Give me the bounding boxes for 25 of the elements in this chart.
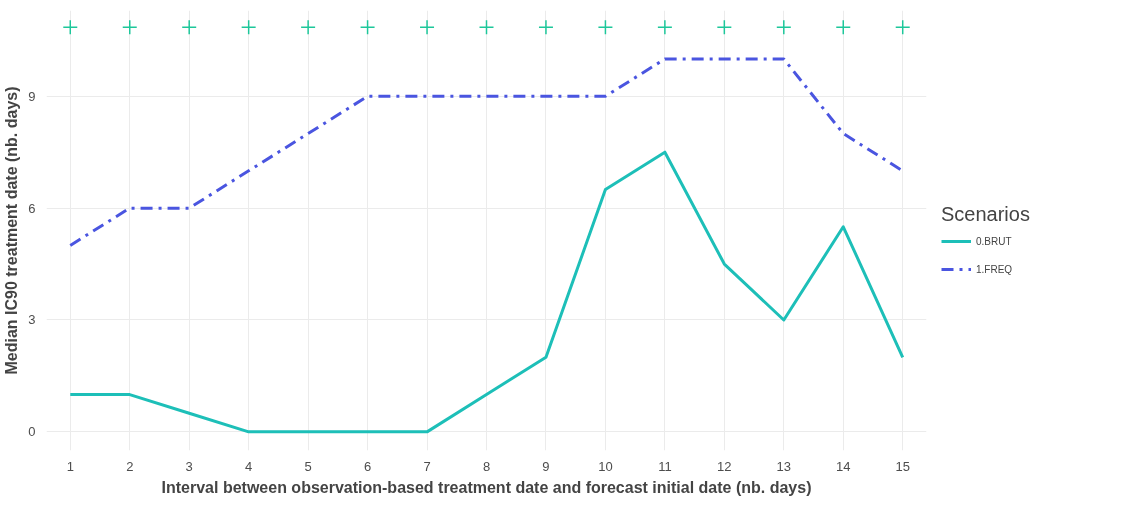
x-tick-label: 4 [245, 458, 253, 474]
x-tick-label: 13 [776, 458, 792, 474]
x-tick-label: 10 [598, 458, 613, 474]
x-tick-label: 1 [66, 458, 74, 474]
x-tick-label: 12 [717, 458, 732, 474]
legend-label: 0.BRUT [976, 235, 1012, 247]
x-tick-label: 8 [482, 458, 491, 474]
x-tick-label: 2 [126, 458, 134, 474]
x-tick-label: 6 [363, 458, 372, 474]
x-tick-label: 7 [423, 458, 431, 474]
y-tick-label: 9 [28, 88, 36, 104]
x-tick-label: 11 [658, 458, 672, 474]
x-tick-label: 14 [836, 458, 851, 474]
x-tick-label: 9 [542, 458, 550, 474]
x-tick-label: 5 [304, 458, 312, 474]
x-tick-label: 15 [895, 458, 910, 474]
y-axis-title: Median IC90 treatment date (nb. days) [3, 86, 21, 375]
x-axis-title: Interval between observation-based treatment date and forecast initial date (nb. days) [161, 478, 812, 496]
legend-title: Scenarios [941, 203, 1030, 226]
legend-label: 1.FREQ [976, 263, 1013, 275]
y-tick-label: 0 [28, 424, 36, 440]
x-tick-label: 3 [185, 458, 193, 474]
y-tick-label: 3 [28, 312, 36, 328]
y-tick-label: 6 [28, 200, 36, 216]
line-series [68, 150, 905, 434]
